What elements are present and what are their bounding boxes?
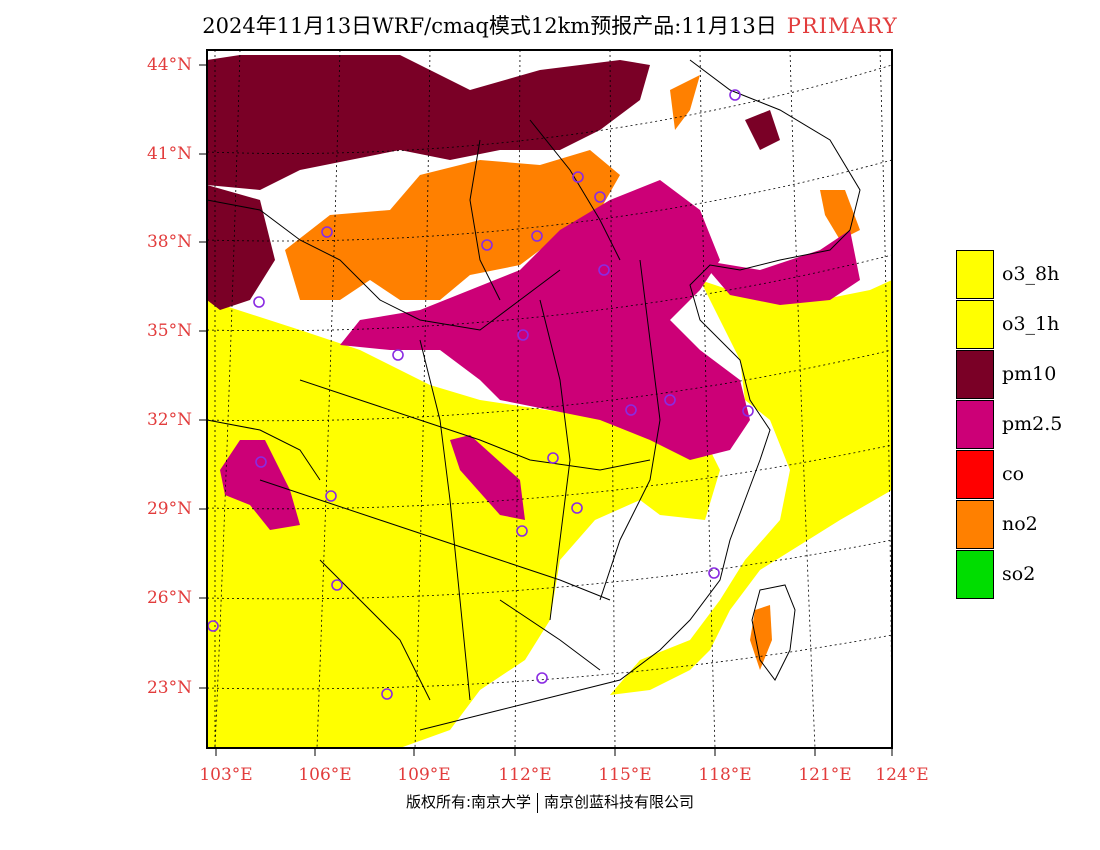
- lon-label-112e: 112°E: [498, 765, 552, 785]
- legend-swatch: [956, 249, 994, 299]
- pm10-zone-liaoning: [745, 110, 780, 150]
- legend-label: co: [1002, 463, 1025, 485]
- no2-zone-shandong-tip: [820, 190, 860, 240]
- legend-item-so2: so2: [956, 549, 1062, 599]
- pm10-zone-northwest: [207, 185, 275, 310]
- legend-item-co: co: [956, 449, 1062, 499]
- lon-label-106e: 106°E: [298, 765, 352, 785]
- legend-item-o3-1h: o3_1h: [956, 299, 1062, 349]
- legend-item-no2: no2: [956, 499, 1062, 549]
- primary-pollutant-tag: PRIMARY: [786, 14, 898, 38]
- legend-label: no2: [1002, 513, 1038, 535]
- no2-zone-taiwan: [750, 605, 772, 670]
- legend-item-o3-8h: o3_8h: [956, 249, 1062, 299]
- pm25-zone-sichuan: [220, 440, 300, 530]
- credit-company: 南京创蓝科技有限公司: [544, 793, 695, 811]
- credit-divider: [537, 792, 539, 813]
- legend-swatch: [956, 299, 994, 349]
- graticule: [207, 50, 892, 748]
- legend-item-pm25: pm2.5: [956, 399, 1062, 449]
- lon-label-121e: 121°E: [798, 765, 852, 785]
- legend-swatch: [956, 549, 994, 599]
- pollutant-legend: o3_8h o3_1h pm10 pm2.5 co no2 so2: [956, 249, 1062, 599]
- legend-swatch: [956, 349, 994, 399]
- no2-zone-northeast: [670, 75, 700, 130]
- legend-item-pm10: pm10: [956, 349, 1062, 399]
- lat-label-23n: 23°N: [146, 678, 192, 698]
- legend-swatch: [956, 399, 994, 449]
- legend-swatch: [956, 499, 994, 549]
- lat-label-44n: 44°N: [146, 55, 192, 75]
- legend-label: pm10: [1002, 363, 1057, 385]
- lon-label-109e: 109°E: [397, 765, 451, 785]
- legend-label: so2: [1002, 563, 1036, 585]
- map-title-text: 2024年11月13日WRF/cmaq模式12km预报产品:11月13日: [202, 14, 777, 38]
- pm10-zone-north: [207, 55, 650, 190]
- lat-label-32n: 32°N: [146, 410, 192, 430]
- lat-label-26n: 26°N: [146, 588, 192, 608]
- lon-label-103e: 103°E: [199, 765, 253, 785]
- lat-label-41n: 41°N: [146, 144, 192, 164]
- lat-ticks: [199, 64, 207, 689]
- map-frame: [206, 49, 893, 749]
- legend-label: o3_8h: [1002, 263, 1060, 285]
- lon-label-118e: 118°E: [698, 765, 752, 785]
- lat-label-38n: 38°N: [146, 232, 192, 252]
- map-title: 2024年11月13日WRF/cmaq模式12km预报产品:11月13日 PRIM…: [0, 10, 1100, 40]
- o3-zone-east-sea: [610, 280, 892, 695]
- legend-label: o3_1h: [1002, 313, 1060, 335]
- pm25-zone-bohai: [700, 230, 860, 305]
- station-markers: [207, 89, 754, 700]
- lon-label-115e: 115°E: [598, 765, 652, 785]
- lon-ticks: [215, 748, 893, 756]
- lat-label-35n: 35°N: [146, 321, 192, 341]
- legend-label: pm2.5: [1002, 413, 1063, 435]
- no2-zone-north-china: [285, 150, 620, 300]
- credit-owner: 版权所有:南京大学: [405, 793, 532, 811]
- boundaries: [207, 59, 861, 731]
- lon-label-124e: 124°E: [875, 765, 929, 785]
- pm25-zone-hubei: [450, 435, 525, 520]
- legend-swatch: [956, 449, 994, 499]
- lat-label-29n: 29°N: [146, 499, 192, 519]
- copyright-credit: 版权所有:南京大学 南京创蓝科技有限公司: [0, 791, 1100, 813]
